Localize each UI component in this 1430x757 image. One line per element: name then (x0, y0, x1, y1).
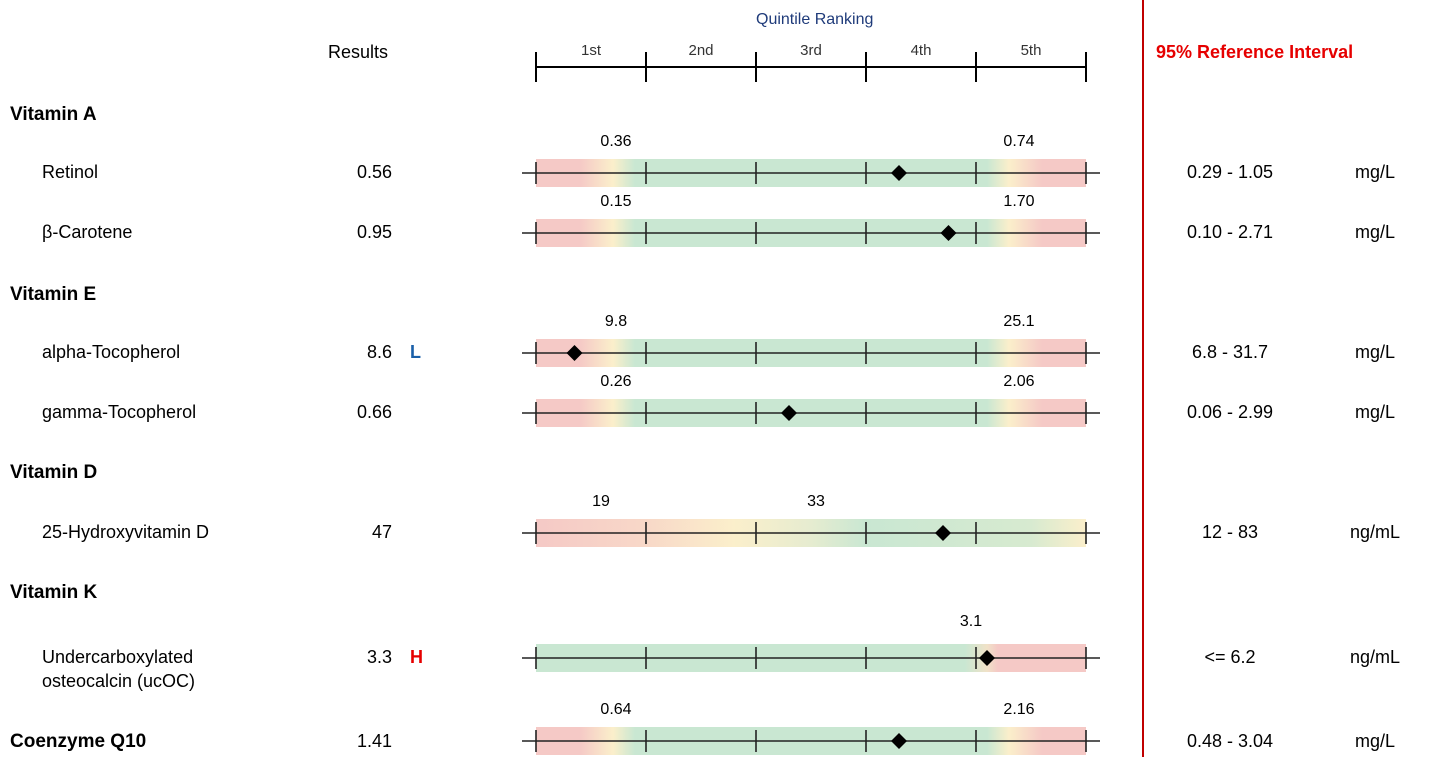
analyte-name: Retinol (42, 162, 99, 182)
analyte-name: Undercarboxylated (42, 647, 194, 667)
reference-range: 6.8 - 31.7 (1191, 342, 1269, 362)
reference-range: 12 - 83 (1201, 522, 1259, 542)
analyte-name: alpha-Tocopherol (42, 342, 181, 362)
analyte-result: 3.3 (366, 647, 392, 667)
low-flag: L (410, 342, 421, 362)
analyte-name-line2: osteocalcin (ucOC) (42, 671, 196, 691)
quintile-bar (522, 219, 1100, 247)
analyte-result: 0.56 (356, 162, 392, 182)
analyte-result: 8.6 (366, 342, 392, 362)
cutoff-high: 33 (807, 493, 825, 510)
result-marker-diamond (891, 165, 907, 181)
quintile-bar (522, 644, 1100, 672)
cutoff-low: 19 (592, 493, 610, 510)
quintile-bar (522, 159, 1100, 187)
cutoff-high: 3.1 (959, 613, 983, 630)
analyte-result: 47 (371, 522, 392, 542)
cutoff-low: 0.26 (600, 373, 632, 390)
cutoff-low: 0.15 (600, 193, 632, 210)
analyte-name: gamma-Tocopherol (42, 402, 197, 422)
quintile-label-1st: 1st (580, 42, 601, 59)
quintile-label-2nd: 2nd (688, 42, 714, 59)
analyte-name: β-Carotene (42, 222, 133, 242)
high-flag: H (410, 647, 423, 667)
quintile-bar (522, 727, 1100, 755)
reference-range: 0.06 - 2.99 (1186, 402, 1274, 422)
cutoff-high: 1.70 (1003, 193, 1035, 210)
quintile-label-5th: 5th (1020, 42, 1042, 59)
unit-label: mg/L (1354, 162, 1396, 182)
reference-divider-line (1142, 0, 1144, 757)
quintile-ranking-title: Quintile Ranking (756, 11, 874, 28)
reference-range: 0.48 - 3.04 (1186, 731, 1274, 751)
results-column-header: Results (328, 42, 389, 62)
section-vitamin-d: Vitamin D (10, 462, 98, 483)
quintile-header-ruler (535, 52, 1087, 82)
quintile-bar (522, 339, 1100, 367)
result-marker-diamond (979, 650, 995, 666)
result-marker-diamond (781, 405, 797, 421)
reference-range: <= 6.2 (1204, 647, 1256, 667)
section-vitamin-k: Vitamin K (10, 582, 98, 603)
section-vitamin-e: Vitamin E (10, 284, 97, 305)
cutoff-high: 2.06 (1003, 373, 1035, 390)
quintile-bar (522, 519, 1100, 547)
unit-label: ng/mL (1349, 647, 1401, 667)
unit-label: mg/L (1354, 402, 1396, 422)
cutoff-high: 0.74 (1003, 133, 1035, 150)
reference-interval-header: 95% Reference Interval (1156, 42, 1354, 62)
analyte-name-coenzyme: Coenzyme Q10 (10, 731, 147, 752)
cutoff-low: 0.64 (600, 701, 632, 718)
result-marker-diamond (891, 733, 907, 749)
analyte-result: 0.66 (356, 402, 392, 422)
result-marker-diamond (566, 345, 583, 361)
unit-label: mg/L (1354, 342, 1396, 362)
section-vitamin-a: Vitamin A (10, 104, 97, 125)
quintile-bar (522, 399, 1100, 427)
reference-range: 0.29 - 1.05 (1186, 162, 1274, 182)
unit-label: mg/L (1354, 731, 1396, 751)
analyte-result: 1.41 (356, 731, 392, 751)
unit-label: ng/mL (1349, 522, 1401, 542)
cutoff-low: 9.8 (604, 313, 628, 330)
cutoff-high: 25.1 (1003, 313, 1035, 330)
result-marker-diamond (935, 525, 951, 541)
quintile-label-4th: 4th (910, 42, 932, 59)
result-marker-diamond (940, 225, 957, 241)
quintile-label-3rd: 3rd (800, 42, 822, 59)
unit-label: mg/L (1354, 222, 1396, 242)
cutoff-high: 2.16 (1003, 701, 1035, 718)
analyte-result: 0.95 (356, 222, 392, 242)
reference-range: 0.10 - 2.71 (1186, 222, 1274, 242)
analyte-name: 25-Hydroxyvitamin D (42, 522, 210, 542)
cutoff-low: 0.36 (600, 133, 632, 150)
